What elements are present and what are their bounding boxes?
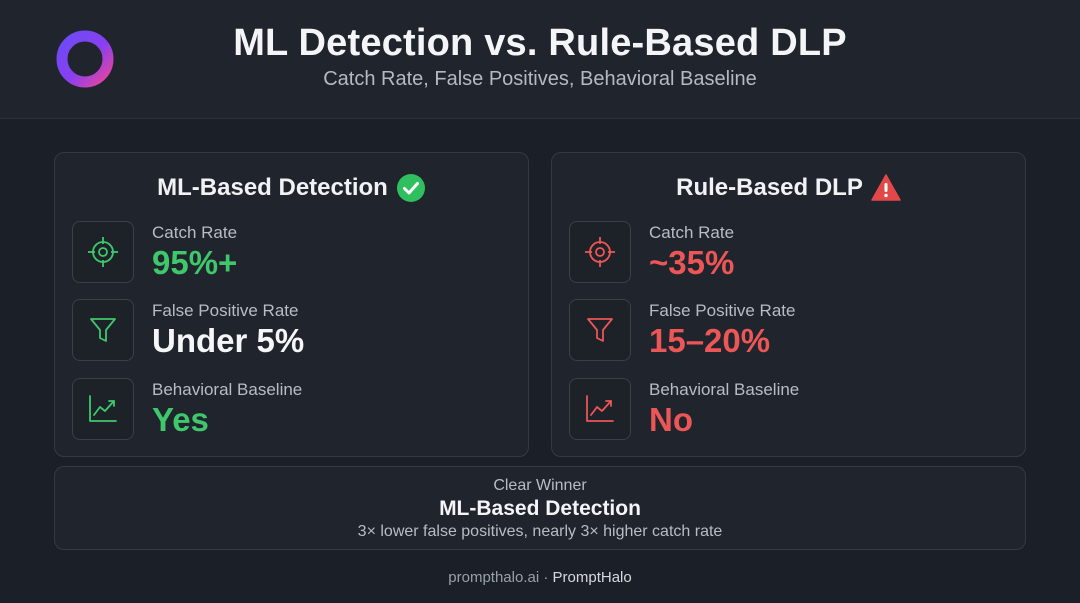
metric-catch-rate: Catch Rate ~35%	[569, 221, 1009, 283]
metric-value: ~35%	[649, 244, 735, 281]
metric-label: False Positive Rate	[649, 301, 796, 320]
metric-value: 95%+	[152, 244, 238, 281]
page-title: ML Detection vs. Rule-Based DLP	[233, 22, 847, 64]
metric-label: Behavioral Baseline	[649, 380, 800, 399]
summary-winner: ML-Based Detection	[439, 497, 641, 520]
ring-logo-icon	[56, 30, 114, 88]
target-icon	[72, 221, 134, 283]
metric-label: Behavioral Baseline	[152, 380, 303, 399]
rule-dlp-card: Rule-Based DLP Catch Rate ~35% False Pos…	[551, 152, 1026, 457]
summary-panel: Clear Winner ML-Based Detection 3× lower…	[54, 466, 1026, 550]
warning-triangle-icon	[871, 174, 901, 201]
filter-icon	[569, 299, 631, 361]
target-icon	[569, 221, 631, 283]
trend-chart-icon	[72, 378, 134, 440]
ml-detection-card: ML-Based Detection Catch Rate 95%+ False…	[54, 152, 529, 457]
metric-catch-rate: Catch Rate 95%+	[72, 221, 512, 283]
card-title-text: ML-Based Detection	[157, 174, 388, 201]
footer-brand: PromptHalo	[552, 569, 632, 586]
footer-separator: ·	[539, 569, 553, 586]
card-title: Rule-Based DLP	[552, 173, 1025, 203]
metric-value: 15–20%	[649, 322, 771, 359]
summary-label: Clear Winner	[493, 477, 587, 494]
metric-false-positive-rate: False Positive Rate Under 5%	[72, 299, 512, 361]
metric-false-positive-rate: False Positive Rate 15–20%	[569, 299, 1009, 361]
metric-value: No	[649, 401, 693, 438]
filter-icon	[72, 299, 134, 361]
check-circle-icon	[396, 174, 425, 202]
summary-description: 3× lower false positives, nearly 3× high…	[357, 523, 723, 540]
metric-value: Yes	[152, 401, 209, 438]
metric-behavioral-baseline: Behavioral Baseline Yes	[72, 378, 512, 440]
metric-label: Catch Rate	[649, 223, 735, 242]
card-title-text: Rule-Based DLP	[676, 174, 863, 201]
header: ML Detection vs. Rule-Based DLP Catch Ra…	[0, 0, 1080, 119]
metric-label: Catch Rate	[152, 223, 238, 242]
footer-site-link[interactable]: prompthalo.ai	[448, 569, 540, 586]
trend-chart-icon	[569, 378, 631, 440]
metric-label: False Positive Rate	[152, 301, 299, 320]
metric-behavioral-baseline: Behavioral Baseline No	[569, 378, 1009, 440]
page-subtitle: Catch Rate, False Positives, Behavioral …	[323, 68, 757, 90]
footer: prompthalo.ai · PromptHalo	[0, 569, 1080, 586]
card-title: ML-Based Detection	[55, 173, 528, 203]
metric-value: Under 5%	[152, 322, 305, 359]
